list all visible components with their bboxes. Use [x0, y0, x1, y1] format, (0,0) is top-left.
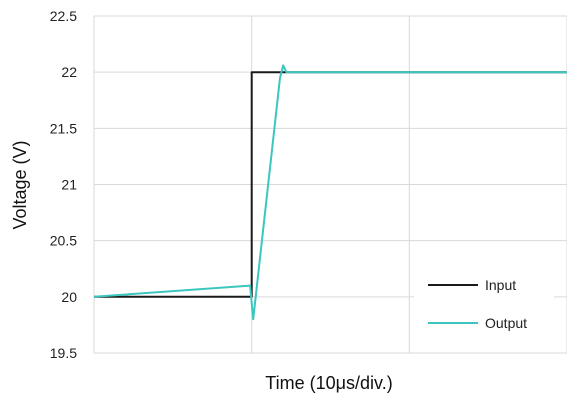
y-tick-label: 22.5	[50, 8, 77, 24]
y-tick-label: 22	[61, 64, 77, 80]
y-tick-label: 20	[61, 289, 77, 305]
y-tick-label: 20.5	[50, 233, 77, 249]
y-tick-labels: 19.5 20 20.5 21 21.5 22 22.5	[50, 8, 77, 361]
series-lines	[93, 64, 567, 321]
y-tick-label: 21	[61, 177, 77, 193]
x-axis-title: Time (10μs/div.)	[265, 373, 392, 393]
y-axis-title: Voltage (V)	[10, 140, 30, 229]
legend-label-output: Output	[485, 315, 527, 331]
y-tick-label: 19.5	[50, 345, 77, 361]
y-tick-label: 21.5	[50, 120, 77, 136]
legend-label-input: Input	[485, 277, 516, 293]
legend-box	[414, 268, 554, 340]
series-line-output	[93, 64, 567, 321]
legend: Input Output	[414, 268, 554, 340]
